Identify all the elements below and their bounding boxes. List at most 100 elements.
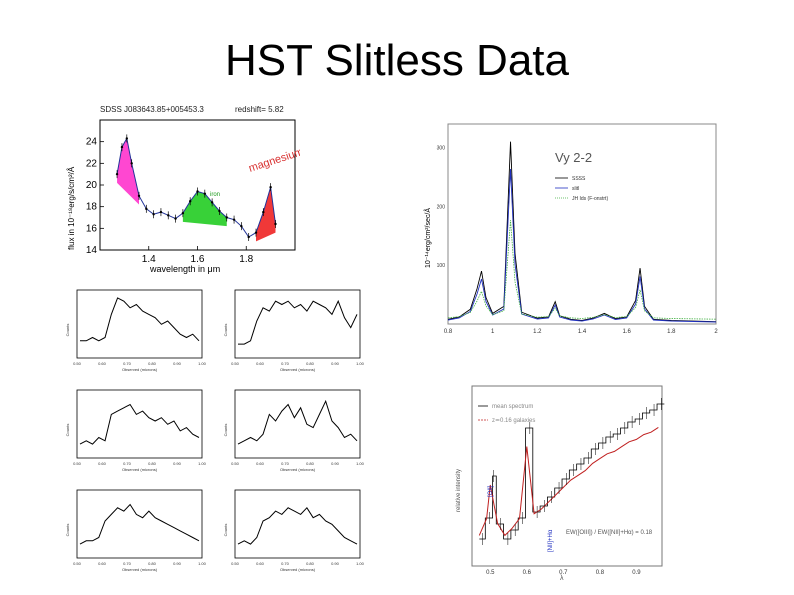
quasar-region-label-iron: iron [210,192,220,198]
quasar-y-tick-label: 20 [86,180,98,191]
quasar-data-point [130,162,133,165]
spectrum-panel-frame [76,489,203,559]
spectrum-panel-x-tick-label: 0.90 [173,561,182,566]
vy22-x-tick-label: 1 [491,329,495,335]
quasar-data-point [262,210,265,214]
quasar-x-axis-label: wavelength in μm [149,264,220,274]
quasar-y-tick-label: 24 [86,137,98,148]
vy22-x-tick-label: 1.8 [667,329,676,335]
vy22-y-tick-label: 100 [437,263,446,269]
spectrum-panel-x-tick-label: 0.80 [148,561,157,566]
spectrum-panel-x-axis-label: Observed (microns) [122,567,158,572]
vy22-y-axis-label: 10⁻¹⁴erg/cm²/sec/Å [423,208,432,268]
quasar-data-point [232,218,236,221]
quasar-data-point [203,192,207,195]
vy22-y-ticks: 100 200 300 [437,146,446,270]
mean-data-lines [478,398,665,545]
spectrum-panel-x-axis-label: Observed (microns) [280,567,316,572]
spectrum-panel-y-axis-label: Counts [65,524,70,537]
spectrum-panel-line [237,506,358,545]
quasar-data-point [225,216,228,219]
quasar-data-point [152,213,155,216]
spectrum-panel-y-axis-label: Counts [223,524,228,537]
spectrum-panel-x-tick-label: 0.50 [73,561,82,566]
vy22-series-line-1 [447,141,717,323]
spectrum-panel-x-tick-label: 0.50 [231,561,240,566]
spectrum-panel-x-tick-label: 0.80 [306,561,315,566]
quasar-chart-title: SDSS J083643.85+005453.3 [100,105,204,114]
quasar-spectrum-chart: SDSS J083643.85+005453.3 redshift= 5.82 … [67,105,300,274]
mean-x-tick-label: 0.8 [596,570,605,576]
spectrum-panel-x-axis-label: Observed (microns) [122,367,158,372]
quasar-x-tick-label: 1.8 [239,254,253,265]
spectrum-panel-x-tick-label: 0.90 [173,361,182,366]
spectrum-panel-x-tick-label: 0.60 [256,461,265,466]
spectrum-panel-line [237,399,358,445]
spectrum-panel-x-tick-label: 0.70 [123,561,132,566]
mean-plot-frame [471,385,663,567]
quasar-y-ticks: 14 16 18 20 22 24 [86,137,104,256]
vy22-y-tick-label: 200 [437,204,446,210]
spectrum-panel-line [79,403,200,445]
quasar-data-point [218,209,221,213]
spectrum-panel-x-tick-label: 0.60 [98,561,107,566]
quasar-y-tick-label: 22 [86,158,98,169]
quasar-data-point [210,201,214,204]
vy22-spectrum-chart: Vy 2-2 SSSS slitl JH Ids (F-onstrt) 100 2… [423,123,719,335]
spectrum-panel-x-axis-label: Observed (microns) [280,367,316,372]
spectrum-panel-5: 0.50 0.60 0.70 0.80 0.90 1.00 Observed (micron… [65,489,207,572]
quasar-data-point [115,172,119,176]
vy22-x-ticks: 0.8 1 1.2 1.4 1.6 1.8 2 [444,329,719,335]
spectrum-panel-x-tick-label: 0.90 [173,461,182,466]
spectra-grid: 0.50 0.60 0.70 0.80 0.90 1.00 Observed (micron… [65,289,365,572]
quasar-data-point [120,145,124,149]
mean-x-tick-label: 0.9 [632,570,641,576]
spectrum-panel-x-tick-label: 1.00 [198,461,207,466]
spectrum-panel-x-tick-label: 0.70 [281,561,290,566]
quasar-emission-fill-1 [117,138,139,205]
mean-x-tick-label: 0.7 [559,570,568,576]
quasar-data-point [269,185,272,189]
quasar-data-point [254,231,258,234]
spectrum-panel-x-tick-label: 0.80 [148,461,157,466]
spectrum-panel-x-tick-label: 0.50 [231,461,240,466]
vy22-plot-frame [447,123,717,325]
mean-series-line [479,403,665,540]
spectrum-panel-2: 0.50 0.60 0.70 0.80 0.90 1.00 Observed (micron… [223,289,365,372]
spectrum-panel-y-axis-label: Counts [223,424,228,437]
spectrum-panel-1: 0.50 0.60 0.70 0.80 0.90 1.00 Observed (micron… [65,289,207,372]
vy22-x-tick-label: 1.2 [533,329,542,335]
mean-x-tick-label: 0.6 [523,570,532,576]
spectrum-panel-x-tick-label: 0.50 [73,361,82,366]
spectrum-panel-x-tick-label: 0.60 [98,461,107,466]
mean-annotation-oii: [OII] [488,485,494,497]
spectrum-panel-x-tick-label: 0.50 [231,361,240,366]
spectrum-panel-x-tick-label: 0.90 [331,461,340,466]
vy22-legend-entry-3: JH Ids (F-onstrt) [572,196,608,202]
quasar-data-point [240,224,243,228]
quasar-data-point [274,222,277,226]
mean-annotation-ew: EW([OIII]) / EW([NII]+Hα) = 0.18 [566,530,653,536]
quasar-x-tick-label: 1.4 [142,254,156,265]
vy22-legend-entry-1: SSSS [572,176,586,182]
spectrum-panel-y-axis-label: Counts [223,324,228,337]
mean-model-line [478,426,659,537]
quasar-y-axis-label: flux in 10⁻¹⁸erg/s/cm²/Å [67,166,76,250]
spectrum-panel-x-tick-label: 0.90 [331,361,340,366]
vy22-legend-entry-2: slitl [572,186,579,192]
spectrum-panel-x-tick-label: 1.00 [356,461,365,466]
quasar-y-tick-label: 18 [86,202,98,213]
quasar-data-point [137,194,141,198]
mean-x-tick-label: 0.5 [486,570,495,576]
quasar-x-ticks: 1.4 1.6 1.8 [142,246,254,265]
vy22-data-lines [447,141,717,323]
spectrum-panel-x-tick-label: 0.70 [123,461,132,466]
spectrum-panel-x-tick-label: 0.80 [306,361,315,366]
vy22-x-tick-label: 2 [714,329,718,335]
vy22-legend: SSSS slitl JH Ids (F-onstrt) [555,176,608,202]
spectrum-panel-x-tick-label: 0.80 [306,461,315,466]
spectrum-panel-frame [234,289,361,359]
quasar-data-point [145,207,148,211]
quasar-data-marks [115,134,277,241]
spectrum-panel-x-tick-label: 0.60 [256,561,265,566]
